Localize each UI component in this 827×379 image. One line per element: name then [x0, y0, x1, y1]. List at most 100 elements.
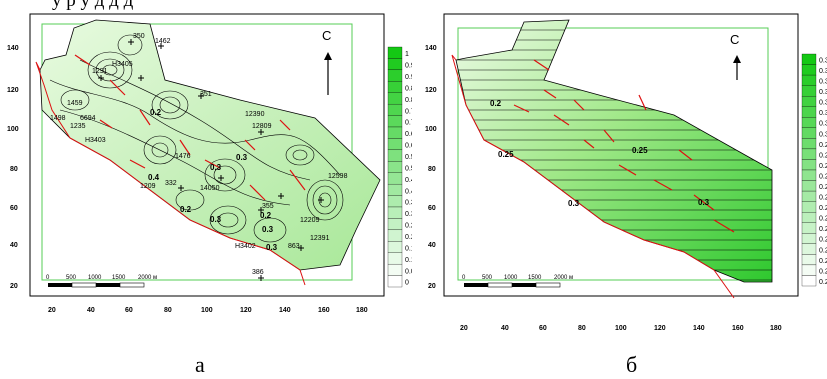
colorbar-label: 0.7: [405, 120, 412, 127]
colorbar-swatch: [801, 159, 817, 171]
colorbar-label: 0.2: [819, 152, 827, 159]
y-tick-label: 20: [428, 283, 436, 290]
colorbar-swatch: [801, 190, 817, 202]
scale-label: 2000 м: [554, 275, 573, 281]
colorbar-label: 0.2: [819, 279, 827, 286]
contour-label: 0.25: [632, 146, 648, 155]
contour-label: 0.2: [150, 108, 162, 117]
y-tick-label: 120: [425, 87, 437, 94]
colorbar-label: 0.05: [405, 268, 412, 275]
y-tick-label: 80: [428, 166, 436, 173]
colorbar-swatch: [387, 115, 403, 128]
scale-label: 500: [482, 275, 493, 281]
colorbar-swatch: [801, 106, 817, 118]
colorbar-label: 0.95: [405, 63, 412, 70]
colorbar-label: 0.2: [819, 258, 827, 265]
map-b: 0.2 0.25 0.25 0.3 0.3 С 0 500 1000 1500 …: [425, 13, 827, 332]
colorbar-label: 0.3: [819, 121, 827, 128]
x-tick-label: 60: [539, 325, 547, 330]
scale-label: 1500: [528, 275, 542, 281]
colorbar-swatch: [387, 183, 403, 196]
contour-labels: 0.2 0.3 0.3 0.4 0.2 0.3 0.2 0.3 0.3: [148, 108, 278, 252]
colorbar-label: 0.25: [405, 223, 412, 230]
y-tick-label: 140: [7, 45, 19, 52]
colorbar-swatch: [387, 92, 403, 105]
colorbar-swatch: [387, 229, 403, 242]
x-tick-label: 120: [654, 325, 666, 330]
colorbar-swatch: [387, 161, 403, 173]
y-tick-label: 100: [7, 126, 19, 133]
well-label: H3405: [112, 61, 133, 68]
y-tick-label: 80: [10, 166, 18, 173]
x-tick-label: 80: [578, 325, 586, 330]
colorbar-swatch: [387, 46, 403, 59]
scale-label: 1000: [88, 275, 102, 281]
north-arrowhead-icon: [324, 52, 332, 60]
well-label: 1235: [70, 123, 86, 130]
caption-b: б: [626, 352, 638, 377]
faults: [513, 59, 735, 233]
colorbar-swatch: [801, 64, 817, 76]
y-tick-label: 100: [425, 126, 437, 133]
contour-label: 0.3: [210, 163, 222, 172]
north-label: С: [322, 28, 331, 43]
colorbar-swatch: [801, 222, 817, 234]
colorbar-swatch: [801, 243, 817, 255]
boundary-line: [35, 61, 306, 286]
colorbar-swatch: [801, 53, 817, 65]
x-axis: 20 40 60 80 100 120 140 160 180: [460, 325, 782, 332]
contour-label: 0.3: [262, 225, 274, 234]
faults: [74, 54, 306, 201]
colorbar-label: 0.6: [405, 143, 412, 150]
x-tick-label: 40: [501, 325, 509, 330]
well-label: 1476: [175, 153, 191, 160]
colorbar-label: 0.2: [819, 142, 827, 149]
colorbar-label: 0.35: [405, 200, 412, 207]
x-tick-label: 180: [356, 307, 368, 314]
colorbar-swatch: [801, 275, 817, 287]
colorbar-label: 0.85: [405, 85, 412, 92]
colorbar-label: 0.2: [819, 163, 827, 170]
colorbar-swatch: [801, 254, 817, 266]
colorbar-label: 0.2: [819, 184, 827, 191]
well-label: H3403: [85, 137, 106, 144]
contour-label: 0.3: [568, 199, 580, 208]
contour-label: 0.4: [148, 173, 160, 182]
colorbar-swatch: [801, 127, 817, 139]
well-label: 6694: [80, 115, 96, 122]
colorbar-label: 0.3: [819, 57, 827, 64]
caption-a: а: [195, 352, 205, 377]
wells: [98, 39, 324, 281]
colorbar-label: 0.65: [405, 131, 412, 138]
colorbar-label: 0.3: [819, 110, 827, 117]
scale-bar: 0 500 1000 1500 2000 м: [462, 275, 573, 288]
colorbar-label: 0.2: [819, 173, 827, 180]
x-tick-label: 160: [318, 307, 330, 314]
well-label: 350: [133, 33, 145, 40]
colorbar-swatch: [387, 252, 403, 265]
colorbar-swatch: [387, 206, 403, 219]
well-label: 12809: [252, 123, 272, 130]
colorbar-label: 0.5: [405, 165, 412, 172]
guide-rect: [41, 23, 353, 281]
north-label: С: [730, 32, 739, 47]
colorbar-swatch: [801, 96, 817, 107]
colorbar-label: 0.3: [819, 89, 827, 96]
colorbar-swatch: [387, 275, 403, 288]
well-label: 14050: [200, 185, 220, 192]
colorbar-swatch: [387, 195, 403, 208]
y-tick-label: 20: [10, 283, 18, 290]
well-label: 12391: [310, 235, 330, 242]
colorbar-label: 0.2: [819, 205, 827, 212]
colorbar-swatch: [801, 201, 817, 213]
colorbar-swatch: [801, 264, 817, 276]
colorbar-label: 1: [405, 51, 409, 58]
colorbar-swatch: [387, 58, 403, 71]
colorbar-swatch: [801, 148, 817, 160]
x-tick-label: 40: [87, 307, 95, 314]
panel-b: 0.2 0.25 0.25 0.3 0.3 С 0 500 1000 1500 …: [414, 0, 827, 332]
well-label: H3402: [235, 243, 256, 250]
panel-a: 350 1462 1291 H3405 1459 1498 6694 1235 …: [0, 0, 419, 330]
contour-label: 0.3: [698, 198, 710, 207]
colorbar-swatch: [801, 117, 817, 128]
